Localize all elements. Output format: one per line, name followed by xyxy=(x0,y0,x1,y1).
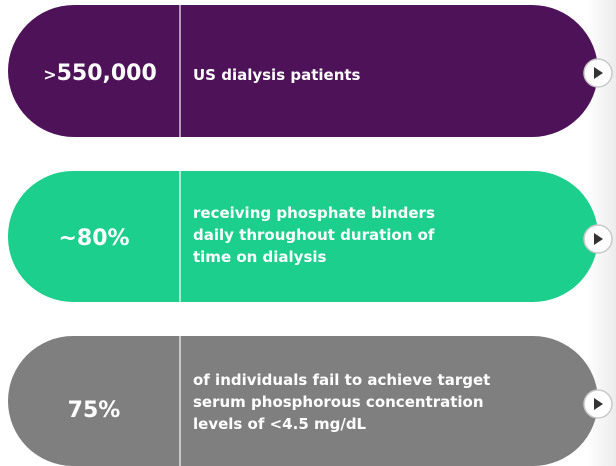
play-button[interactable] xyxy=(583,58,613,88)
play-button[interactable] xyxy=(583,389,613,419)
description-line: receiving phosphate binders xyxy=(193,204,435,222)
description: of individuals fail to achieve target se… xyxy=(193,371,496,433)
pill xyxy=(8,5,598,137)
stat-pill: ~80% receiving phosphate binders daily t… xyxy=(8,171,613,302)
pill xyxy=(8,171,598,302)
stat: >550,000 xyxy=(43,61,157,86)
description-line: US dialysis patients xyxy=(193,66,361,84)
description-line: of individuals fail to achieve target xyxy=(193,371,490,389)
description-line: daily throughout duration of xyxy=(193,226,435,244)
stat-prefix: > xyxy=(43,65,56,84)
description-line: serum phosphorous concentration xyxy=(193,393,484,411)
stat-value: 550,000 xyxy=(57,61,157,86)
stat-pill: 75% of individuals fail to achieve targe… xyxy=(8,336,613,466)
stat-pill: >550,000 US dialysis patients xyxy=(8,5,613,137)
description: US dialysis patients xyxy=(193,66,361,84)
stat: 75% xyxy=(68,398,121,423)
stat: ~80% xyxy=(58,226,129,251)
description-line: levels of <4.5 mg/dL xyxy=(193,415,367,433)
description: receiving phosphate binders daily throug… xyxy=(193,204,440,266)
pill xyxy=(8,336,598,466)
description-line: time on dialysis xyxy=(193,248,327,266)
play-button[interactable] xyxy=(583,224,613,254)
